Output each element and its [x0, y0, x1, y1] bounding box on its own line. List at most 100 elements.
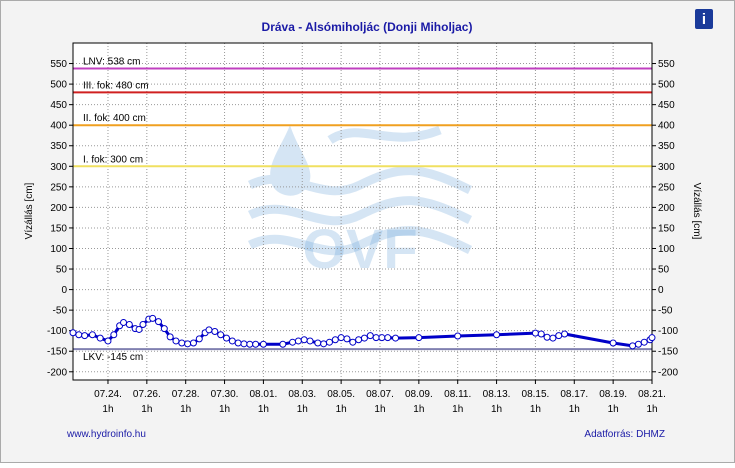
- reference-label: LKV: -145 cm: [83, 352, 143, 363]
- y-tick-label: 450: [50, 100, 67, 111]
- x-tick-label: 08.09.: [405, 389, 433, 400]
- data-point: [184, 340, 192, 348]
- data-point: [205, 326, 213, 334]
- data-point: [246, 340, 254, 348]
- x-tick-hour: 1h: [102, 404, 113, 415]
- x-tick-hour: 1h: [646, 404, 657, 415]
- info-icon[interactable]: i: [702, 11, 706, 28]
- y2-tick-label: 400: [658, 121, 675, 132]
- x-tick-label: 08.07.: [366, 389, 394, 400]
- data-point: [384, 334, 392, 342]
- reference-label: LNV: 538 cm: [83, 56, 140, 67]
- x-tick-hour: 1h: [452, 404, 463, 415]
- data-point: [378, 334, 386, 342]
- y-tick-label: 400: [50, 121, 67, 132]
- data-point: [331, 336, 339, 344]
- data-point: [549, 334, 557, 342]
- y-tick-label: 250: [50, 182, 67, 193]
- data-point: [454, 332, 462, 340]
- x-tick-label: 08.11.: [444, 389, 471, 400]
- footer-left[interactable]: www.hydroinfo.hu: [66, 429, 146, 440]
- data-point: [69, 329, 77, 337]
- y2-tick-label: 150: [658, 223, 675, 234]
- x-tick-label: 08.15.: [522, 389, 550, 400]
- chart-title: Dráva - Alsómiholjác (Donji Miholjac): [262, 20, 473, 34]
- y2-tick-label: 350: [658, 141, 675, 152]
- x-tick-label: 08.17.: [560, 389, 588, 400]
- plot-frame: [72, 42, 653, 381]
- data-point: [360, 334, 368, 342]
- x-tick-hour: 1h: [491, 404, 502, 415]
- data-point: [139, 321, 147, 329]
- x-tick-hour: 1h: [569, 404, 580, 415]
- y-tick-label: -150: [47, 347, 67, 358]
- x-tick-label: 08.01.: [250, 389, 278, 400]
- reference-label: I. fok: 300 cm: [83, 154, 143, 165]
- data-point: [337, 334, 345, 342]
- data-point: [493, 331, 501, 339]
- y-tick-label: 550: [50, 59, 67, 70]
- y2-tick-label: 200: [658, 203, 675, 214]
- x-tick-hour: 1h: [258, 404, 269, 415]
- y2-tick-label: -50: [658, 306, 673, 317]
- data-point: [75, 331, 83, 339]
- data-point: [240, 340, 248, 348]
- y2-tick-label: -100: [658, 326, 678, 337]
- y2-tick-label: 500: [658, 80, 675, 91]
- x-tick-hour: 1h: [141, 404, 152, 415]
- data-point: [104, 337, 112, 345]
- data-point: [640, 338, 648, 346]
- data-point: [81, 332, 89, 340]
- reference-label: III. fok: 480 cm: [83, 80, 149, 91]
- data-point: [372, 334, 380, 342]
- data-point: [289, 338, 297, 346]
- y2-tick-label: 100: [658, 244, 675, 255]
- data-point: [306, 337, 314, 345]
- y-tick-label: 350: [50, 141, 67, 152]
- x-tick-hour: 1h: [336, 404, 347, 415]
- y-tick-label: -100: [47, 326, 67, 337]
- x-tick-label: 07.24.: [94, 389, 122, 400]
- data-point: [349, 338, 357, 346]
- data-point: [96, 334, 104, 342]
- data-point: [172, 337, 180, 345]
- data-point: [343, 335, 351, 343]
- y-tick-label: 100: [50, 244, 67, 255]
- data-point: [178, 339, 186, 347]
- x-tick-label: 08.21.: [638, 389, 666, 400]
- y2-tick-label: -150: [658, 347, 678, 358]
- x-tick-hour: 1h: [530, 404, 541, 415]
- y2-tick-label: 50: [658, 265, 670, 276]
- x-tick-hour: 1h: [297, 404, 308, 415]
- y-tick-label: 50: [56, 265, 68, 276]
- x-tick-label: 07.30.: [211, 389, 239, 400]
- plot-area: [73, 43, 652, 380]
- x-tick-hour: 1h: [180, 404, 191, 415]
- x-tick-hour: 1h: [219, 404, 230, 415]
- data-point: [125, 321, 133, 329]
- data-point: [160, 325, 168, 333]
- data-point: [392, 334, 400, 342]
- data-point: [629, 342, 637, 350]
- y-axis-label: Vízállás [cm]: [24, 182, 35, 239]
- data-point: [314, 339, 322, 347]
- data-point: [294, 337, 302, 345]
- y2-tick-label: 450: [658, 100, 675, 111]
- data-point: [88, 331, 96, 339]
- data-point: [543, 333, 551, 341]
- y-tick-label: -200: [47, 367, 67, 378]
- info-button[interactable]: [695, 9, 713, 29]
- data-point: [149, 314, 157, 322]
- data-point: [648, 334, 656, 342]
- footer-right: Adatforrás: DHMZ: [584, 429, 665, 440]
- data-point: [366, 332, 374, 340]
- data-point: [189, 339, 197, 347]
- x-tick-label: 07.26.: [133, 389, 161, 400]
- data-point: [531, 329, 539, 337]
- data-point: [120, 318, 128, 326]
- y2-tick-label: 250: [658, 182, 675, 193]
- data-point: [195, 335, 203, 343]
- reference-label: II. fok: 400 cm: [83, 113, 146, 124]
- y2-tick-label: 550: [658, 59, 675, 70]
